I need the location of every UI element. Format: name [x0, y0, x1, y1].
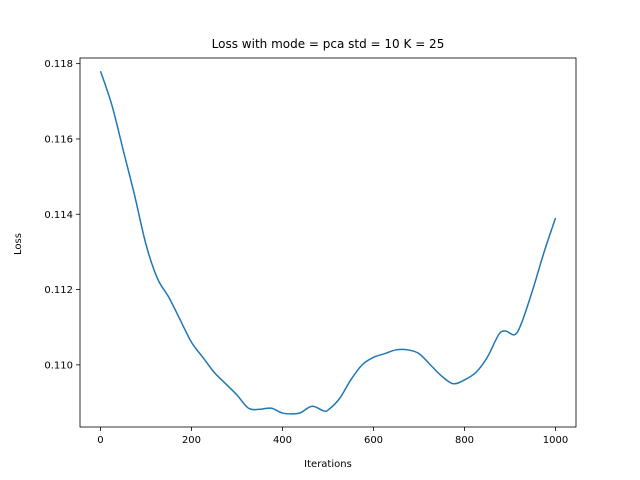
x-tick-label: 200 — [182, 435, 201, 446]
x-axis-label: Iterations — [304, 459, 352, 470]
y-tick-label: 0.116 — [44, 134, 73, 145]
x-tick-label: 600 — [364, 435, 383, 446]
x-tick-label: 400 — [273, 435, 292, 446]
x-tick-label: 1000 — [543, 435, 568, 446]
y-tick-label: 0.112 — [44, 285, 73, 296]
plot-area: 0 200 400 600 800 1000 0.110 0.112 0.114 0.116 0.1… — [44, 57, 577, 446]
y-tick-label: 0.114 — [44, 210, 73, 221]
y-tick-label: 0.118 — [44, 59, 73, 70]
series-line-loss — [99, 70, 557, 415]
chart-title: Loss with mode = pca std = 10 K = 25 — [212, 37, 445, 51]
y-axis-label: Loss — [13, 233, 24, 255]
axes-frame — [79, 57, 577, 428]
x-tick-label: 800 — [455, 435, 474, 446]
y-tick-label: 0.110 — [44, 360, 73, 371]
x-tick-label: 0 — [97, 435, 103, 446]
